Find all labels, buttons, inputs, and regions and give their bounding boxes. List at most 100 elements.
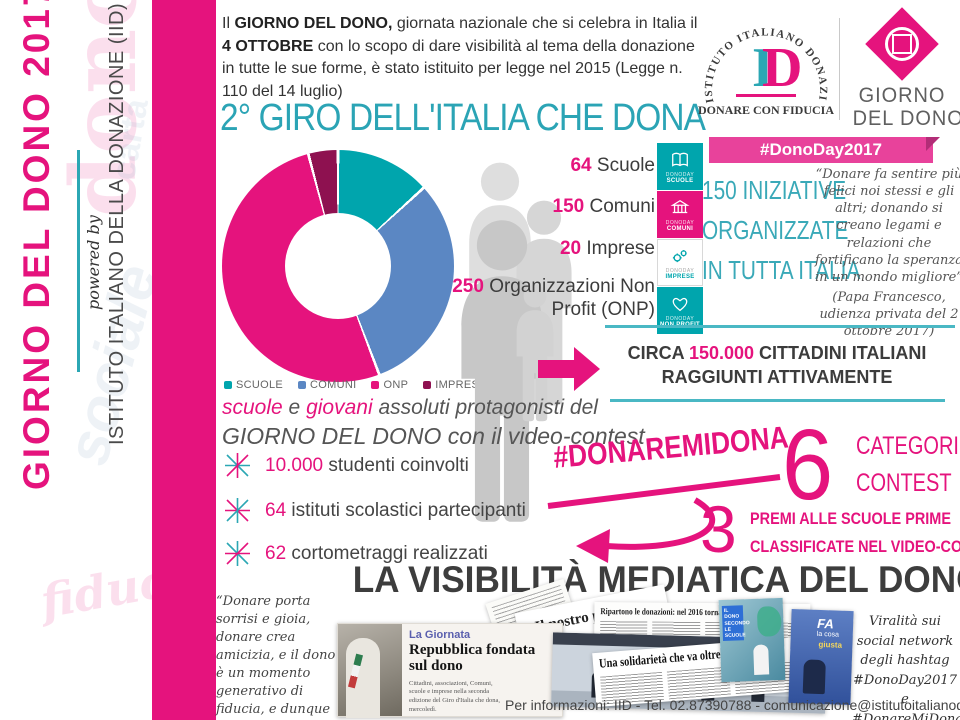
contest-categories-label: CATEGORIE CONTEST [856,428,960,502]
stat-label: Comuni [589,196,655,217]
intro-paragraph: Il GIORNO DEL DONO, giornata nazionale c… [222,13,700,104]
bullet-value: 64 [265,499,287,521]
stat-value: 250 [452,276,484,297]
donut-chart [222,150,454,382]
contest-prizes-label: PREMI ALLE SCUOLE PRIME CLASSIFICATE NEL… [750,505,960,561]
contest-bullet: 10.000 studenti coinvolti [224,452,469,479]
heading-text: assoluti protagonisti del [372,396,598,419]
tv-screenshot-fa-la-cosa-giusta: FA la cosa giusta [788,608,854,706]
virality-note: Viralità sui social network degli hashta… [852,614,960,720]
badge-comuni: DONODAY COMUNI [657,191,703,238]
iid-letter-d: D [762,37,802,99]
badge-imprese: DONODAY IMPRESE [657,239,703,286]
iid-underline [736,94,796,97]
initiatives-block: 150 INIZIATIVE ORGANIZZATE IN TUTTA ITAL… [702,170,862,290]
heading-highlight: scuole [222,396,283,419]
legend-swatch-icon [371,381,380,389]
bullet-value: 62 [265,542,287,564]
chart-legend: SCUOLE COMUNI ONP IMPRESE [224,379,487,391]
bullet-value: 10.000 [265,454,324,476]
powered-by-label: powered by [84,215,103,310]
initiatives-line: IN TUTTA ITALIA [702,255,861,285]
iid-letter-i: I [752,37,774,99]
reach-text: RAGGIUNTI ATTIVAMENTE [661,367,893,388]
quote-attribution: (Papa Francesco, udienza privata del 2 o… [819,290,959,340]
star-bullet-icon [225,541,250,566]
mattarella-quote: “Donare porta sorrisi e gioia, donare cr… [216,593,338,720]
stat-imprese: 20 Imprese [445,238,655,261]
intro-text: Il [222,15,235,32]
legend-label: ONP [383,379,409,391]
tv-screenshot-scuole: IL DONO SECONDO LE SCUOLE [718,597,786,683]
legend-label: IMPRESE [435,379,487,391]
contest-heading: scuole e giovani assoluti protagonisti d… [222,396,645,450]
badge-name: IMPRESE [665,273,695,280]
badge-program: DONODAY [665,315,695,322]
reach-text: CIRCA [627,343,689,363]
stat-comuni: 150 Comuni [445,196,655,219]
clipping-kicker: La Giornata [409,629,471,641]
legend-swatch-icon [423,381,432,389]
contest-bullet: 64 istituti scolastici partecipanti [224,497,526,524]
label-line: CONTEST [856,469,952,497]
repubblica-clipping: La Giornata Repubblica fondata sul dono … [337,623,563,718]
tv-caption: IL DONO SECONDO LE SCUOLE [721,605,750,642]
badge-name: SCUOLE [666,177,694,184]
legend-item: SCUOLE [224,379,283,391]
quote-text: “Donare fa sentire più felici noi stessi… [815,167,960,285]
divider-line [605,325,955,328]
tv-title-fa: FA [816,615,835,632]
stat-value: 20 [559,238,582,259]
legend-label: COMUNI [310,379,357,391]
footer-contact-info: Per informazioni: IID - Tel. 02.87390788… [505,697,960,713]
stat-scuole: 64 Scuole [445,155,655,178]
right-arrow-icon [538,344,602,394]
book-icon [672,152,688,167]
tv-title-giusta: giusta [818,639,843,650]
badge-name: COMUNI [666,225,694,232]
contest-bullet: 62 cortometraggi realizzati [224,540,488,567]
star-bullet-icon [225,453,250,478]
iid-logo: ISTITUTO ITALIANO DONAZIONE I D DONARE C… [691,0,836,141]
stat-label: Imprese [586,238,655,259]
donoday-badges: DONODAY SCUOLE DONODAY COMUNI DONODAY IM… [657,143,703,335]
hashtag-swoosh-arrow-icon [540,460,790,570]
legend-item: IMPRESE [423,379,487,391]
giorno-del-dono-logo: GIORNO DEL DONO [850,7,960,131]
gdd-logo-line2: DEL DONO [852,107,960,131]
heading-highlight: giovani [306,396,373,419]
knot-diamond-icon [865,7,939,81]
badge-scuole: DONODAY SCUOLE [657,143,703,190]
heading-text: GIORNO DEL DONO con il video-contest [222,423,645,449]
divider-line [610,399,945,402]
contest-categories-number: 6 [782,409,834,521]
bullet-label: istituti scolastici partecipanti [291,499,526,521]
sidebar-title: GIORNO DEL DONO 2017 [16,0,57,490]
legend-item: COMUNI [298,379,356,391]
badge-program: DONODAY [665,171,695,178]
legend-item: ONP [371,379,408,391]
initiatives-line: 150 INIZIATIVE [702,175,847,205]
badge-program: DONODAY [665,219,695,226]
stat-value: 150 [552,196,585,217]
logo-separator [839,18,840,120]
bullet-label: cortometraggi realizzati [291,542,488,564]
label-line: CATEGORIE [856,432,960,460]
star-bullet-icon [225,498,250,523]
clipping-photo [338,624,402,718]
donoday-ribbon: #DonoDay2017 [709,137,940,163]
bullet-label: studenti coinvolti [328,454,469,476]
clipping-body: Cittadini, associazioni, Comuni, scuole … [409,679,501,713]
tv-guest-silhouette [802,659,826,695]
intro-text: giornata nazionale che si celebra in Ita… [392,15,698,32]
label-line: PREMI ALLE SCUOLE PRIME [750,509,951,528]
reach-number: 150.000 [688,343,755,363]
quote-text: “Donare porta sorrisi e gioia, donare cr… [216,594,336,720]
pope-quote: “Donare fa sentire più felici noi stessi… [815,166,960,341]
tv-title-lacosa: la cosa [816,630,840,639]
intro-bold-giorno: GIORNO DEL DONO, [234,15,393,32]
contest-prizes-number: 3 [700,492,737,566]
badge-name: NON PROFIT [660,322,700,328]
reach-text: CITTADINI ITALIANI [754,343,927,363]
